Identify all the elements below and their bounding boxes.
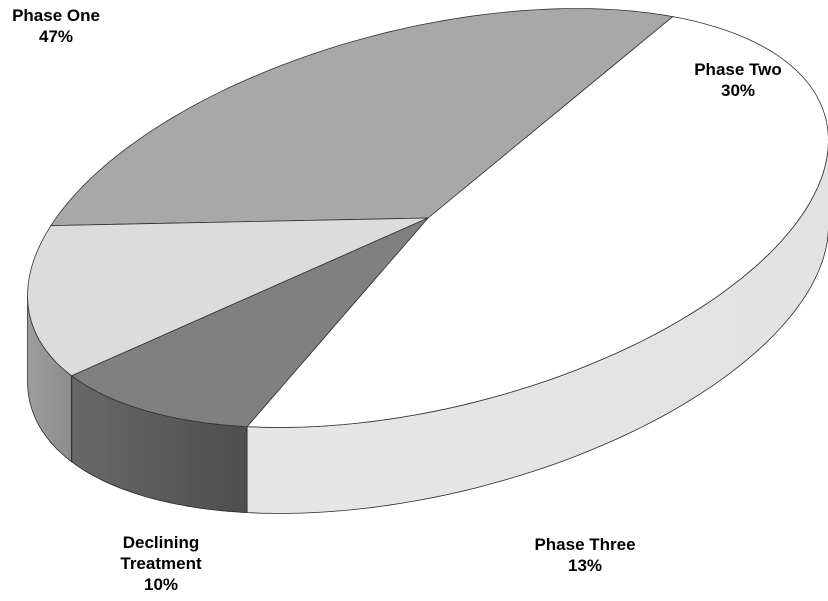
slice-label-declining-treatment: Declining Treatment 10%	[95, 532, 227, 595]
pie-slice-declining	[70, 217, 429, 428]
slice-name-phase-two: Phase Two	[694, 60, 782, 79]
slice-name-phase-three: Phase Three	[534, 535, 636, 554]
pie-slice-two	[50, 8, 674, 227]
slice-label-phase-two: Phase Two 30%	[682, 59, 794, 101]
slice-percent-phase-three: 13%	[567, 556, 603, 575]
slice-label-phase-three: Phase Three 13%	[515, 534, 655, 576]
slice-percent-declining: 10%	[143, 575, 179, 594]
slice-name-declining-line1: Declining	[122, 533, 200, 552]
pie-slice-three	[27, 217, 429, 377]
slice-percent-phase-one: 47%	[38, 27, 74, 46]
slice-percent-phase-two: 30%	[720, 81, 756, 100]
pie-top-faces	[27, 8, 828, 428]
slice-name-declining-line2: Treatment	[120, 554, 202, 573]
pie-slice-one	[246, 16, 828, 428]
pie-side-walls	[27, 142, 828, 514]
slice-name-phase-one: Phase One	[12, 6, 100, 25]
slice-label-phase-one: Phase One 47%	[0, 5, 112, 47]
